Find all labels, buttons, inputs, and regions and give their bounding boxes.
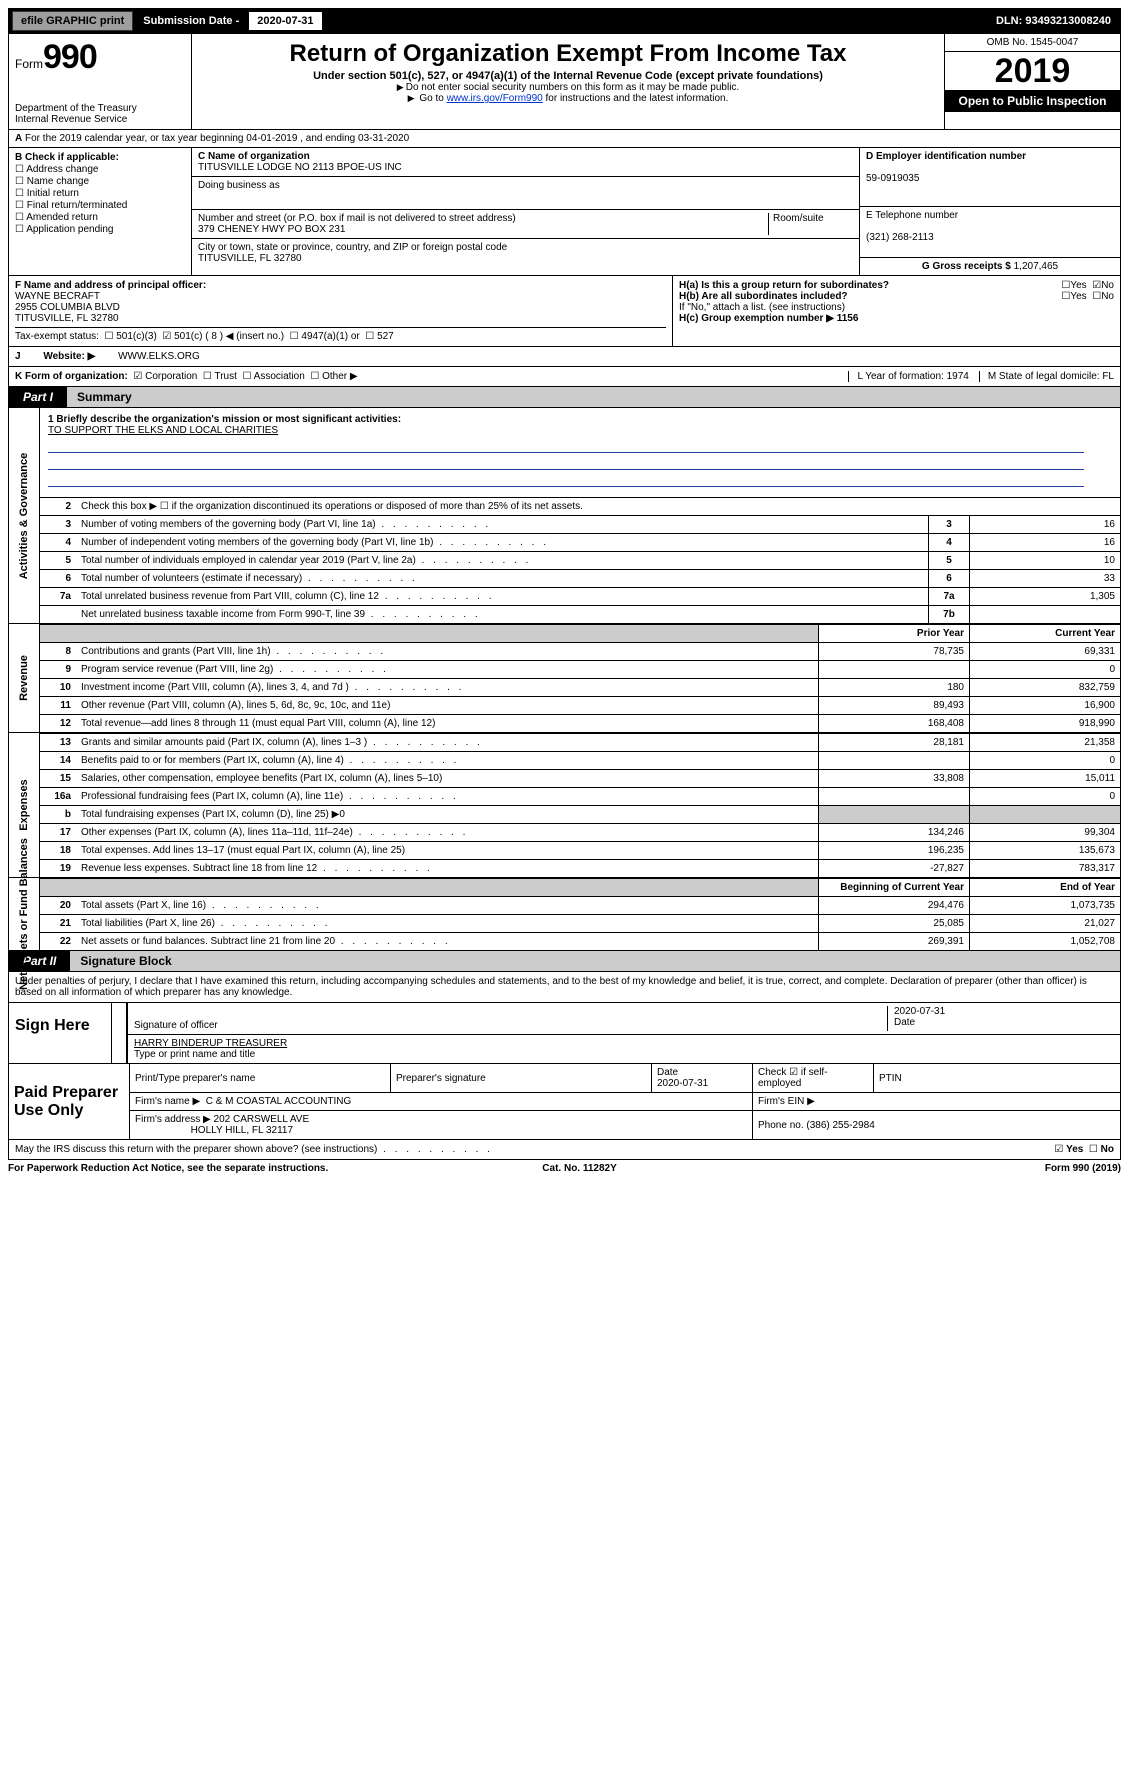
- side-net: Net Assets or Fund Balances: [18, 838, 30, 990]
- officer-signed-name: HARRY BINDERUP TREASURER: [134, 1038, 287, 1049]
- city-value: TITUSVILLE, FL 32780: [198, 253, 302, 264]
- chk-amended-return[interactable]: ☐ Amended return: [15, 212, 185, 223]
- website-value: WWW.ELKS.ORG: [118, 351, 200, 362]
- firm-name: C & M COASTAL ACCOUNTING: [206, 1096, 352, 1107]
- line-2: Check this box ▶ ☐ if the organization d…: [76, 498, 1120, 516]
- row-j: J Website: ▶ WWW.ELKS.ORG: [8, 347, 1121, 367]
- ein-value: 59-0919035: [866, 173, 919, 184]
- preparer-name-hdr: Print/Type preparer's name: [130, 1064, 391, 1093]
- paid-preparer-block: Paid Preparer Use Only Print/Type prepar…: [8, 1064, 1121, 1140]
- part2-header: Part II Signature Block: [8, 951, 1121, 972]
- chk-application-pending[interactable]: ☐ Application pending: [15, 224, 185, 235]
- hc-label: H(c) Group exemption number ▶ 1156: [679, 313, 858, 324]
- part1-tab: Part I: [9, 387, 67, 407]
- submission-date: 2020-07-31: [249, 12, 321, 30]
- submission-label: Submission Date -: [137, 12, 245, 30]
- net-assets-section: Net Assets or Fund Balances Beginning of…: [8, 878, 1121, 951]
- footer-row: For Paperwork Reduction Act Notice, see …: [8, 1160, 1121, 1177]
- officer-addr2: TITUSVILLE, FL 32780: [15, 313, 119, 324]
- irs-link[interactable]: www.irs.gov/Form990: [447, 93, 543, 104]
- discuss-question: May the IRS discuss this return with the…: [15, 1144, 493, 1155]
- phone-label: E Telephone number: [866, 210, 958, 221]
- hb-note: If "No," attach a list. (see instruction…: [679, 302, 1114, 313]
- dba-label: Doing business as: [198, 180, 280, 191]
- row-fh: F Name and address of principal officer:…: [8, 276, 1121, 347]
- form-title: Return of Organization Exempt From Incom…: [200, 40, 936, 68]
- preparer-sig-hdr: Preparer's signature: [391, 1064, 652, 1093]
- city-label: City or town, state or province, country…: [198, 242, 507, 253]
- firm-phone: Phone no. (386) 255-2984: [753, 1111, 1121, 1140]
- type-name-label: Type or print name and title: [134, 1049, 255, 1060]
- room-label: Room/suite: [773, 213, 824, 224]
- form-ref: Form 990 (2019): [1045, 1163, 1121, 1174]
- section-bcd: B Check if applicable: ☐ Address change …: [8, 148, 1121, 276]
- part2-title: Signature Block: [70, 951, 1120, 971]
- efile-button[interactable]: efile GRAPHIC print: [12, 11, 133, 31]
- paperwork-notice: For Paperwork Reduction Act Notice, see …: [8, 1163, 328, 1174]
- subtitle-2: Do not enter social security numbers on …: [200, 82, 936, 93]
- row-k: K Form of organization: ☑ Corporation ☐ …: [8, 367, 1121, 387]
- mission-q: 1 Briefly describe the organization's mi…: [48, 414, 401, 425]
- self-employed-chk[interactable]: Check ☑ if self-employed: [753, 1064, 874, 1093]
- open-public-badge: Open to Public Inspection: [945, 90, 1120, 112]
- chk-final-return[interactable]: ☐ Final return/terminated: [15, 200, 185, 211]
- col-b-label: B Check if applicable:: [15, 152, 119, 163]
- top-bar: efile GRAPHIC print Submission Date - 20…: [8, 8, 1121, 34]
- discuss-row: May the IRS discuss this return with the…: [8, 1140, 1121, 1160]
- year-formation: L Year of formation: 1974: [848, 371, 968, 382]
- ptin-hdr: PTIN: [874, 1064, 1121, 1093]
- form-header: Form990 Department of the Treasury Inter…: [8, 34, 1121, 130]
- dln-value: DLN: 93493213008240: [996, 15, 1117, 27]
- side-revenue: Revenue: [18, 655, 30, 701]
- part1-title: Summary: [67, 387, 1120, 407]
- dept-treasury: Department of the Treasury: [15, 103, 185, 114]
- date-label: Date: [894, 1017, 915, 1028]
- tax-year: 2019: [945, 52, 1120, 90]
- org-name: TITUSVILLE LODGE NO 2113 BPOE-US INC: [198, 162, 402, 173]
- chk-initial-return[interactable]: ☐ Initial return: [15, 188, 185, 199]
- tax-exempt-label: Tax-exempt status:: [15, 331, 99, 342]
- paid-preparer-label: Paid Preparer Use Only: [9, 1064, 130, 1140]
- revenue-section: Revenue Prior YearCurrent Year 8Contribu…: [8, 624, 1121, 733]
- sign-here-label: Sign Here: [9, 1003, 112, 1063]
- subtitle-3: Go to www.irs.gov/Form990 for instructio…: [200, 93, 936, 104]
- ha-label: H(a) Is this a group return for subordin…: [679, 280, 889, 291]
- phone-value: (321) 268-2113: [866, 232, 934, 243]
- expenses-section: Expenses 13Grants and similar amounts pa…: [8, 733, 1121, 878]
- part1-header: Part I Summary: [8, 387, 1121, 408]
- officer-name: WAYNE BECRAFT: [15, 291, 100, 302]
- addr-label: Number and street (or P.O. box if mail i…: [198, 213, 516, 224]
- governance-section: Activities & Governance 1 Briefly descri…: [8, 408, 1121, 624]
- c-name-label: C Name of organization: [198, 151, 310, 162]
- irs-label: Internal Revenue Service: [15, 114, 185, 125]
- subtitle-1: Under section 501(c), 527, or 4947(a)(1)…: [200, 70, 936, 82]
- side-expenses: Expenses: [18, 779, 30, 830]
- ein-label: D Employer identification number: [866, 151, 1026, 162]
- form-number: Form990: [15, 38, 185, 77]
- side-governance: Activities & Governance: [18, 452, 30, 579]
- mission-a: TO SUPPORT THE ELKS AND LOCAL CHARITIES: [48, 425, 278, 436]
- omb-number: OMB No. 1545-0047: [945, 34, 1120, 52]
- state-domicile: M State of legal domicile: FL: [979, 371, 1114, 382]
- firm-address: 202 CARSWELL AVE: [214, 1114, 310, 1125]
- f-label: F Name and address of principal officer:: [15, 280, 206, 291]
- chk-name-change[interactable]: ☐ Name change: [15, 176, 185, 187]
- hb-label: H(b) Are all subordinates included?: [679, 291, 848, 302]
- perjury-text: Under penalties of perjury, I declare th…: [8, 972, 1121, 1003]
- officer-addr1: 2955 COLUMBIA BLVD: [15, 302, 120, 313]
- row-a-tax-year: A For the 2019 calendar year, or tax yea…: [8, 130, 1121, 148]
- website-label: Website: ▶: [43, 351, 95, 362]
- sign-date: 2020-07-31: [894, 1006, 945, 1017]
- sign-here-block: Sign Here Signature of officer 2020-07-3…: [8, 1003, 1121, 1064]
- cat-no: Cat. No. 11282Y: [542, 1163, 616, 1174]
- chk-address-change[interactable]: ☐ Address change: [15, 164, 185, 175]
- sig-officer-label: Signature of officer: [134, 1020, 218, 1031]
- gross-value: 1,207,465: [1014, 261, 1059, 272]
- gross-label: G Gross receipts $: [922, 261, 1014, 272]
- firm-ein-label: Firm's EIN ▶: [753, 1093, 1121, 1111]
- street-address: 379 CHENEY HWY PO BOX 231: [198, 224, 345, 235]
